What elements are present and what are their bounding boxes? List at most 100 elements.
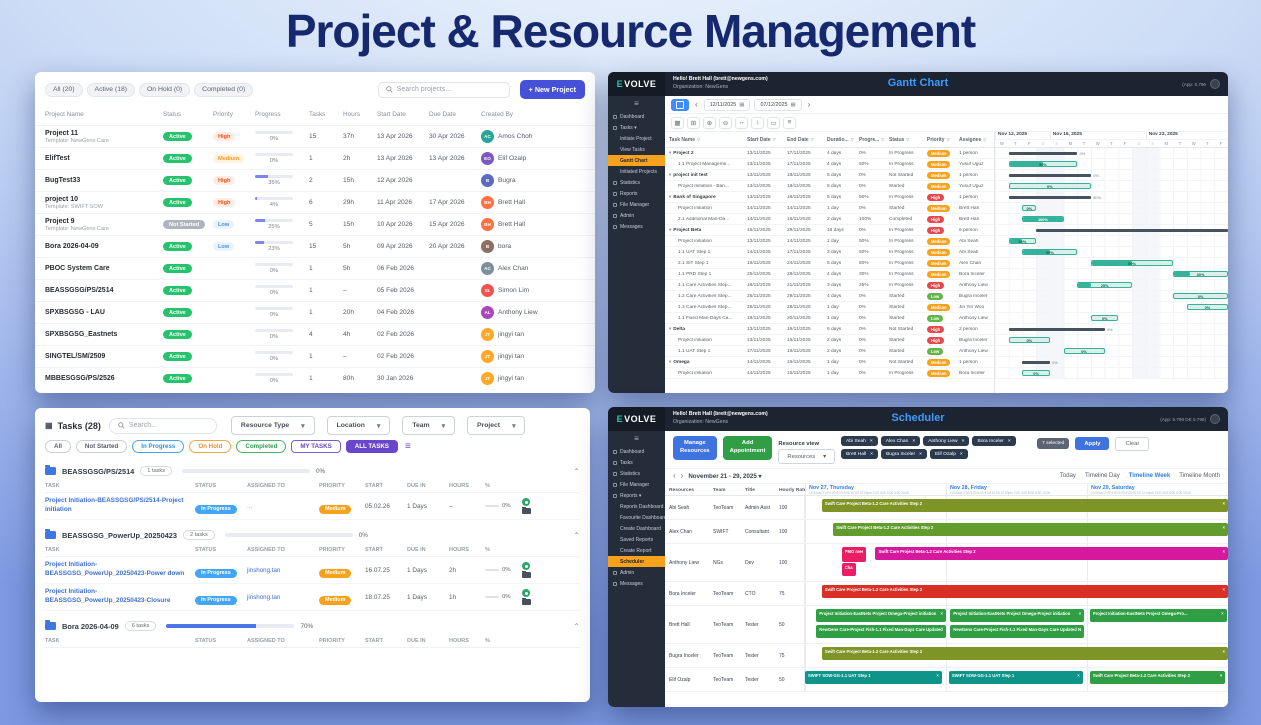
schedule-event[interactable]: Cha...× 9:00 a... (841, 563, 856, 576)
task-link[interactable]: Project Initiation-BEASSGSG_PowerUp_2025… (45, 588, 171, 604)
project-row[interactable]: Project 11 Template: NewGens Care Active … (35, 125, 595, 147)
sidebar-item-initiate-project[interactable]: Initiate Project (620, 135, 652, 142)
close-icon[interactable]: × (936, 672, 939, 678)
gantt-task-bar[interactable]: 0% (1090, 315, 1119, 321)
resource-name[interactable]: Bugra Inceler (669, 652, 699, 659)
schedule-event[interactable]: Project Initiation-EastNets Project Omeg… (1089, 609, 1227, 622)
apply-button[interactable]: Apply (1075, 437, 1110, 450)
gantt-row[interactable]: Project Initiation - Ban... 13/11/2025 18… (665, 181, 994, 192)
sidebar-item-file-manager[interactable]: File Manager (608, 479, 665, 490)
close-icon[interactable]: × (1077, 672, 1080, 678)
date-to-input[interactable]: 07/12/2025 ▦ (754, 98, 802, 111)
sidebar-item-reports[interactable]: Reports ▾ (608, 490, 665, 501)
close-icon[interactable]: × (869, 438, 873, 444)
chevron-up-icon[interactable]: ⌃ (573, 621, 580, 631)
filter-chip-all-20[interactable]: All (20) (45, 82, 83, 97)
gantt-summary-bar[interactable] (1036, 229, 1228, 232)
resource-chip-alex-chan[interactable]: Alex Chan × (880, 436, 921, 446)
frame-icon[interactable]: ▭ (767, 116, 780, 129)
gantt-task-bar[interactable]: 0% (1022, 370, 1050, 376)
clear-button[interactable]: Clear (1115, 437, 1150, 451)
sidebar-item-admin[interactable]: Admin (608, 567, 665, 578)
project-name[interactable]: PBOC System Care (45, 265, 110, 273)
sidebar-item-dashboard[interactable]: Dashboard (608, 111, 665, 122)
project-row[interactable]: PBOC System Care Active 0% 1 5h 06 Feb 2… (35, 257, 595, 279)
gantt-row[interactable]: 1.1 UAT Step 1 14/11/2025 17/11/2025 3 day… (665, 247, 994, 258)
project-name[interactable]: Bora 2026-04-09 (45, 243, 99, 251)
gantt-summary-bar[interactable] (1008, 152, 1078, 155)
gantt-task-bar[interactable]: 0% (1022, 205, 1037, 211)
schedule-event[interactable]: NewGens Care-Project Fish-1.1 Fixed Man-… (816, 625, 946, 638)
schedule-track[interactable]: PMO meeting× 9:00 am - 12:00 pm Cha...× … (805, 544, 1228, 581)
schedule-event[interactable]: Swift Care Project Beta-1.2 Care Activit… (821, 647, 1228, 660)
gantt-row[interactable]: 1.2 Care Activities Step... 25/11/2025 29… (665, 291, 994, 302)
close-icon[interactable]: × (961, 438, 965, 444)
close-icon[interactable]: × (1222, 500, 1225, 506)
sidebar-item-reports-dashboard[interactable]: Reports Dashboard (620, 503, 664, 510)
sidebar-item-statistics[interactable]: Statistics (608, 468, 665, 479)
close-icon[interactable]: × (1222, 548, 1225, 554)
assigned-to[interactable]: jinshong.tan (247, 593, 281, 601)
schedule-event[interactable]: SWIFT SOW-GG-1.1 UAT Step 1× All day (805, 671, 942, 684)
view-today[interactable]: Today (1059, 473, 1076, 479)
gantt-task-bar[interactable]: 50% (1008, 238, 1037, 244)
folder-icon[interactable] (521, 570, 531, 578)
schedule-event[interactable]: Swift Care Project Beta-1.2 Care Activit… (821, 499, 1228, 512)
task-link[interactable]: Project Initiation-BEASSGSG/PS/2514-Proj… (45, 497, 184, 513)
gantt-row[interactable]: 1.3 Care Activities Step... 26/11/2025 28… (665, 302, 994, 313)
gantt-task-bar[interactable]: 50% (1090, 260, 1174, 266)
zoom-in-icon[interactable]: ⊕ (703, 116, 716, 129)
task-link[interactable]: Project Initiation-BEASSGSG_PowerUp_2025… (45, 561, 185, 577)
add-appointment-button[interactable]: Add Appointment (722, 436, 773, 460)
burger-icon[interactable]: ≡ (634, 434, 639, 443)
resource-chip-bora-inceler[interactable]: Bora Inceler × (972, 436, 1016, 446)
resource-name[interactable]: Elif Ozalp (669, 676, 691, 683)
fit-height-icon[interactable]: ↕ (751, 116, 764, 129)
project-row[interactable]: Bora 2026-04-09 Active Low 23% 15 5h 09 … (35, 235, 595, 257)
gantt-row[interactable]: 1.1 PRD Step 1 25/11/2025 28/11/2025 4 day… (665, 269, 994, 280)
project-row[interactable]: project 10 Template: SWIFT SOW Active Hig… (35, 191, 595, 213)
sidebar-item-gantt-chart[interactable]: Gantt Chart (608, 155, 665, 166)
task-group-header[interactable]: BEASSGSG/PS/2514 1 tasks 0% ⌃ (45, 462, 580, 480)
view-timeline-month[interactable]: Timeline Month (1179, 473, 1220, 479)
close-icon[interactable]: × (919, 451, 922, 457)
resource-name[interactable]: Bora Inceler (669, 590, 696, 597)
sidebar-item-messages[interactable]: Messages (608, 221, 665, 232)
schedule-event[interactable]: Swift Care Project Beta-1.2 Care Activit… (821, 585, 1228, 598)
project-name[interactable]: Project 11 (45, 129, 79, 137)
gantt-row[interactable]: ▾ Project Beta 15/11/2025 29/11/2025 16 day… (665, 225, 994, 236)
resource-name[interactable]: Anthony Liew (669, 559, 700, 566)
folder-icon[interactable] (521, 597, 531, 605)
sidebar-item-admin[interactable]: Admin (608, 210, 665, 221)
gantt-task-bar[interactable]: 50% (1022, 249, 1078, 255)
date-range[interactable]: November 21 - 29, 2025 ▾ (688, 472, 762, 480)
resource-chip-abi-seah[interactable]: Abi Seah × (841, 436, 878, 446)
view-icon[interactable] (522, 562, 531, 570)
resource-chip-anthony-liew[interactable]: Anthony Liew × (923, 436, 970, 446)
project-name[interactable]: SPXBSGSG - LAU (45, 309, 105, 317)
task-filter-all-tasks[interactable]: ALL TASKS (345, 440, 398, 453)
project-row[interactable]: SPXBSGSG - LAU Active 0% 1 20h 04 Feb 20… (35, 301, 595, 323)
project-name[interactable]: BugTest33 (45, 177, 81, 185)
schedule-track[interactable]: Swift Care Project Beta-1.2 Care Activit… (805, 496, 1228, 519)
close-icon[interactable]: × (1222, 648, 1225, 654)
next-week-button[interactable]: › (680, 471, 684, 480)
filter-funnel-icon[interactable]: ▽ (850, 137, 854, 142)
dropdown-project[interactable]: Project ▾ (467, 416, 526, 435)
project-row[interactable]: MBBESGSG/PS/2526 Active 0% 1 80h 30 Jan … (35, 367, 595, 389)
schedule-event[interactable]: PMO meeting× 9:00 am - 12:00 pm (841, 547, 866, 562)
resource-name[interactable]: Abi Seah (669, 504, 690, 511)
chevron-up-icon[interactable]: ⌃ (573, 530, 580, 540)
task-filter-on-hold[interactable]: On Hold (189, 440, 232, 453)
close-icon[interactable]: × (1007, 438, 1011, 444)
project-row[interactable]: SPXBSGSG_Eastnets Active 0% 4 4h 02 Feb … (35, 323, 595, 345)
user-avatar[interactable] (1210, 414, 1220, 424)
task-filter-completed[interactable]: Completed (236, 440, 287, 453)
manage-resources-button[interactable]: Manage Resources (673, 436, 717, 460)
gantt-summary-bar[interactable] (1008, 174, 1091, 177)
project-row[interactable]: ElifTest Active Medium 0% 1 2h 13 Apr 20… (35, 147, 595, 169)
burger-icon[interactable]: ≡ (634, 99, 639, 108)
grid-icon[interactable]: ▦ (671, 116, 684, 129)
sidebar-item-statistics[interactable]: Statistics (608, 177, 665, 188)
schedule-event[interactable]: SWIFT SOW-GG-1.1 UAT Step 1× All day (948, 671, 1083, 684)
